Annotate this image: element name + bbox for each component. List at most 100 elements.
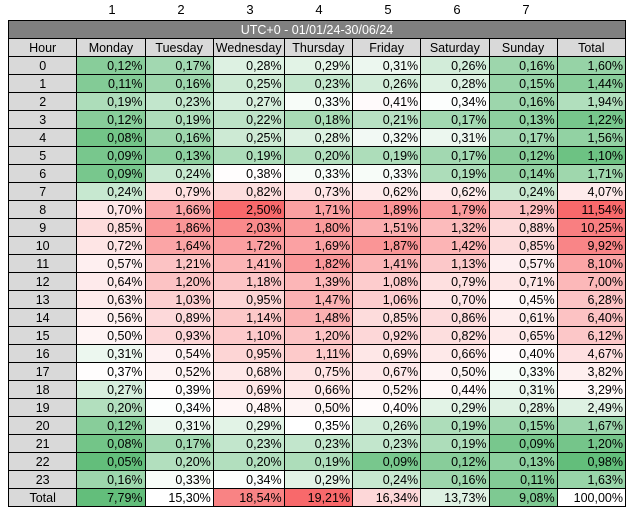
column-total-cell: 15,30% — [144, 488, 214, 507]
value-cell: 0,89% — [144, 308, 214, 327]
value-cell: 0,16% — [144, 128, 214, 147]
value-cell: 0,27% — [212, 92, 285, 111]
value-cell: 0,21% — [352, 110, 422, 129]
value-cell: 0,33% — [144, 470, 214, 489]
value-cell: 1,64% — [144, 236, 214, 255]
value-cell: 0,20% — [283, 146, 354, 165]
hour-cell: 6 — [7, 164, 78, 183]
value-cell: 1,89% — [352, 200, 422, 219]
row-total-cell: 1,71% — [556, 164, 626, 183]
header-cell: Hour — [7, 38, 78, 57]
value-cell: 0,70% — [76, 200, 146, 219]
header-cell: Total — [556, 38, 626, 57]
value-cell: 0,39% — [144, 380, 214, 399]
hour-cell: 16 — [7, 344, 78, 363]
value-cell: 1,39% — [283, 272, 354, 291]
value-cell: 0,66% — [420, 344, 490, 363]
row-total-cell: 10,25% — [556, 218, 626, 237]
value-cell: 1,71% — [283, 200, 354, 219]
row-total-cell: 1,63% — [556, 470, 626, 489]
value-cell: 0,44% — [420, 380, 490, 399]
table-row: 13 0,63% 1,03% 0,95% 1,47% 1,06% 0,70% 0,45% 6,2… — [7, 290, 626, 309]
value-cell: 0,09% — [488, 434, 558, 453]
value-cell: 0,13% — [144, 146, 214, 165]
value-cell: 0,19% — [352, 146, 422, 165]
value-cell: 0,57% — [488, 254, 558, 273]
value-cell: 0,85% — [76, 218, 146, 237]
hour-cell: 5 — [7, 146, 78, 165]
value-cell: 0,12% — [76, 416, 146, 435]
value-cell: 0,13% — [488, 452, 558, 471]
table-row: 9 0,85% 1,86% 2,03% 1,80% 1,51% 1,32% 0,88% 10,2… — [7, 218, 626, 237]
row-total-cell: 1,56% — [556, 128, 626, 147]
value-cell: 0,48% — [212, 398, 285, 417]
value-cell: 1,66% — [144, 200, 214, 219]
value-cell: 0,72% — [76, 236, 146, 255]
hour-cell: 9 — [7, 218, 78, 237]
header-cell: Saturday — [420, 38, 490, 57]
value-cell: 1,10% — [212, 326, 285, 345]
value-cell: 0,33% — [283, 164, 354, 183]
hour-cell: 12 — [7, 272, 78, 291]
value-cell: 0,26% — [420, 56, 490, 75]
value-cell: 0,26% — [352, 74, 422, 93]
value-cell: 0,95% — [212, 344, 285, 363]
value-cell: 0,34% — [420, 92, 490, 111]
hour-cell: 18 — [7, 380, 78, 399]
table-row: 22 0,05% 0,20% 0,20% 0,19% 0,09% 0,12% 0,13% 0,9… — [7, 452, 626, 471]
value-cell: 0,12% — [76, 110, 146, 129]
value-cell: 0,52% — [352, 380, 422, 399]
column-number: 7 — [522, 2, 530, 17]
row-total-cell: 1,22% — [556, 110, 626, 129]
hour-cell: 4 — [7, 128, 78, 147]
value-cell: 0,12% — [420, 452, 490, 471]
value-cell: 0,79% — [144, 182, 214, 201]
value-cell: 0,16% — [420, 470, 490, 489]
value-cell: 0,70% — [420, 290, 490, 309]
value-cell: 0,31% — [144, 416, 214, 435]
grand-total-cell: 100,00% — [556, 488, 626, 507]
value-cell: 1,87% — [352, 236, 422, 255]
header-cell: Sunday — [488, 38, 558, 57]
value-cell: 1,20% — [144, 272, 214, 291]
value-cell: 0,92% — [352, 326, 422, 345]
hour-cell: 7 — [7, 182, 78, 201]
value-cell: 0,31% — [76, 344, 146, 363]
value-cell: 0,29% — [212, 416, 285, 435]
table-row: 17 0,37% 0,52% 0,68% 0,75% 0,67% 0,50% 0,33% 3,8… — [7, 362, 626, 381]
value-cell: 1,47% — [283, 290, 354, 309]
value-cell: 0,15% — [488, 74, 558, 93]
value-cell: 0,08% — [76, 434, 146, 453]
row-total-cell: 2,49% — [556, 398, 626, 417]
header-cell: Wednesday — [212, 38, 285, 57]
value-cell: 1,08% — [352, 272, 422, 291]
header-cell: Tuesday — [144, 38, 214, 57]
value-cell: 0,19% — [420, 416, 490, 435]
column-number-row: 1 2 3 4 5 6 7 — [0, 2, 626, 20]
value-cell: 0,63% — [76, 290, 146, 309]
row-total-cell: 0,98% — [556, 452, 626, 471]
value-cell: 0,23% — [283, 74, 354, 93]
row-total-cell: 1,44% — [556, 74, 626, 93]
table-row: 3 0,12% 0,19% 0,22% 0,18% 0,21% 0,17% 0,13% 1,22… — [7, 110, 626, 129]
value-cell: 0,29% — [283, 56, 354, 75]
header-cell: Friday — [352, 38, 422, 57]
row-total-cell: 11,54% — [556, 200, 626, 219]
row-total-cell: 8,10% — [556, 254, 626, 273]
value-cell: 0,71% — [488, 272, 558, 291]
column-total-cell: 7,79% — [76, 488, 146, 507]
column-number: 4 — [315, 2, 323, 17]
value-cell: 0,23% — [352, 434, 422, 453]
value-cell: 0,28% — [283, 128, 354, 147]
value-cell: 0,24% — [144, 164, 214, 183]
value-cell: 0,11% — [76, 74, 146, 93]
header-cell: Monday — [76, 38, 146, 57]
value-cell: 0,24% — [488, 182, 558, 201]
row-total-cell: 4,67% — [556, 344, 626, 363]
value-cell: 0,85% — [352, 308, 422, 327]
value-cell: 0,22% — [212, 110, 285, 129]
value-cell: 0,20% — [76, 398, 146, 417]
header-row: Hour Monday Tuesday Wednesday Thursday Friday… — [7, 38, 626, 57]
value-cell: 0,09% — [76, 146, 146, 165]
value-cell: 0,50% — [420, 362, 490, 381]
